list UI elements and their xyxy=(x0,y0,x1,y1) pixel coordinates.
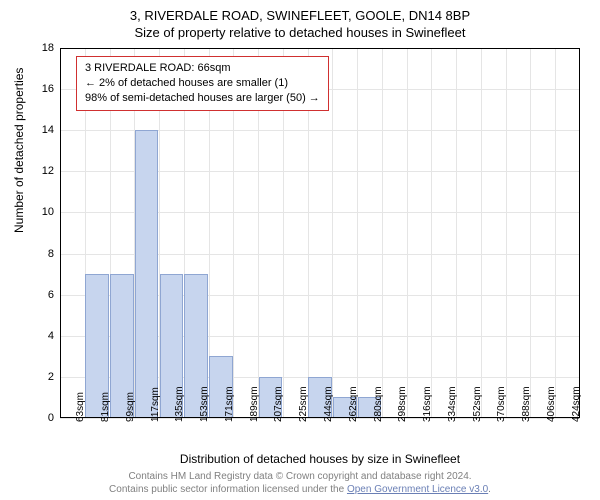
annotation-box: 3 RIVERDALE ROAD: 66sqm ← 2% of detached… xyxy=(76,56,329,111)
y-tick: 6 xyxy=(48,289,54,301)
footer-line-2: Contains public sector information licen… xyxy=(0,483,600,496)
x-tick: 135sqm xyxy=(174,386,185,422)
y-axis: 024681012141618 xyxy=(0,48,60,418)
x-tick: 262sqm xyxy=(348,386,359,422)
footer-attribution: Contains HM Land Registry data © Crown c… xyxy=(0,470,600,496)
annotation-line-3: 98% of semi-detached houses are larger (… xyxy=(85,91,320,106)
chart-title-main: 3, RIVERDALE ROAD, SWINEFLEET, GOOLE, DN… xyxy=(0,0,600,23)
x-tick: 171sqm xyxy=(224,386,235,422)
x-tick: 424sqm xyxy=(571,386,582,422)
bar xyxy=(135,130,159,418)
x-tick: 81sqm xyxy=(100,392,111,422)
x-tick: 298sqm xyxy=(397,386,408,422)
x-tick: 316sqm xyxy=(422,386,433,422)
chart-title-sub: Size of property relative to detached ho… xyxy=(0,23,600,40)
x-tick: 153sqm xyxy=(199,386,210,422)
annotation-line-1: 3 RIVERDALE ROAD: 66sqm xyxy=(85,61,320,76)
x-tick: 244sqm xyxy=(323,386,334,422)
y-tick: 0 xyxy=(48,412,54,424)
x-tick: 406sqm xyxy=(546,386,557,422)
y-tick: 8 xyxy=(48,248,54,260)
footer-line-1: Contains HM Land Registry data © Crown c… xyxy=(0,470,600,483)
y-tick: 10 xyxy=(42,206,54,218)
y-tick: 12 xyxy=(42,165,54,177)
y-tick: 14 xyxy=(42,124,54,136)
property-size-chart: 3, RIVERDALE ROAD, SWINEFLEET, GOOLE, DN… xyxy=(0,0,600,500)
licence-link[interactable]: Open Government Licence v3.0 xyxy=(347,484,488,495)
x-tick: 280sqm xyxy=(373,386,384,422)
x-tick: 207sqm xyxy=(273,386,284,422)
x-tick: 352sqm xyxy=(472,386,483,422)
x-tick: 63sqm xyxy=(75,392,86,422)
x-tick: 99sqm xyxy=(125,392,136,422)
x-tick: 189sqm xyxy=(249,386,260,422)
y-tick: 18 xyxy=(42,42,54,54)
x-tick: 117sqm xyxy=(150,387,161,422)
x-tick: 388sqm xyxy=(521,386,532,422)
y-tick: 4 xyxy=(48,330,54,342)
annotation-line-2: ← 2% of detached houses are smaller (1) xyxy=(85,76,320,91)
y-tick: 16 xyxy=(42,83,54,95)
x-tick: 370sqm xyxy=(496,386,507,422)
x-tick: 225sqm xyxy=(298,386,309,422)
y-tick: 2 xyxy=(48,371,54,383)
x-axis-label: Distribution of detached houses by size … xyxy=(60,452,580,466)
x-tick: 334sqm xyxy=(447,386,458,422)
